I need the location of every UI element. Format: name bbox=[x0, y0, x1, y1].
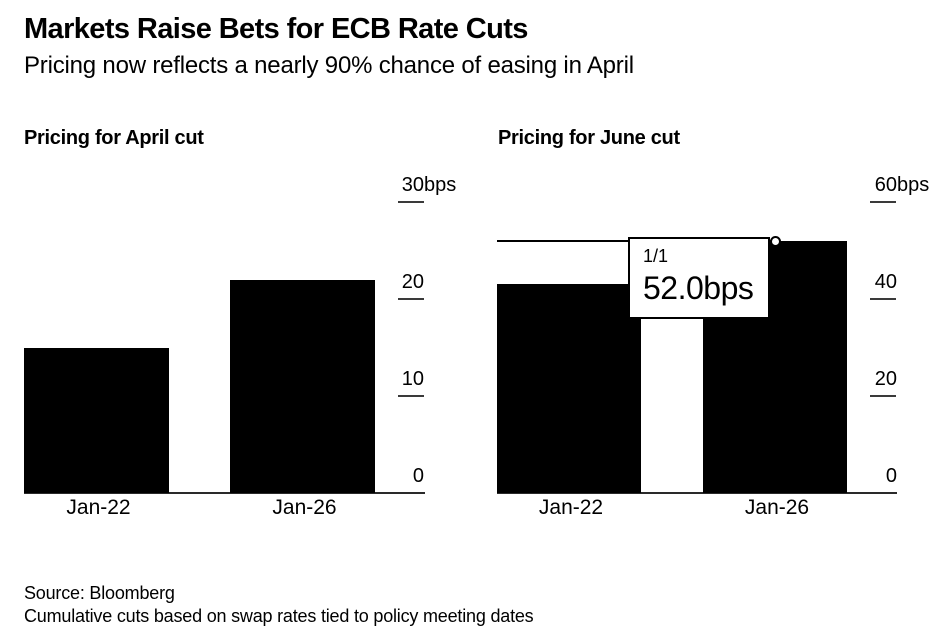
y-axis-tick bbox=[398, 395, 424, 397]
y-axis-tick bbox=[398, 201, 424, 203]
x-axis-line bbox=[24, 492, 425, 494]
data-tooltip: 1/1 52.0bps bbox=[628, 237, 770, 319]
april-chart-heading: Pricing for April cut bbox=[24, 127, 204, 149]
x-axis-label: Jan-26 bbox=[272, 496, 337, 519]
x-axis-label: Jan-22 bbox=[66, 496, 131, 519]
y-axis-tick bbox=[870, 395, 896, 397]
x-axis-line bbox=[497, 492, 897, 494]
june-chart-heading: Pricing for June cut bbox=[498, 127, 680, 149]
tooltip-series-label: 1/1 bbox=[643, 246, 669, 266]
methodology-note: Cumulative cuts based on swap rates tied… bbox=[24, 606, 534, 626]
footer: Source: Bloomberg Cumulative cuts based … bbox=[24, 582, 534, 628]
tooltip-value-label: 52.0bps bbox=[643, 269, 754, 306]
y-axis-tick bbox=[870, 298, 896, 300]
bar-jan-26[interactable] bbox=[230, 279, 375, 493]
data-point-marker bbox=[769, 235, 781, 247]
x-axis-label: Jan-22 bbox=[538, 496, 604, 519]
y-axis-tick bbox=[870, 201, 896, 203]
figure-title: Markets Raise Bets for ECB Rate Cuts bbox=[24, 13, 528, 45]
figure-subtitle: Pricing now reflects a nearly 90% chance… bbox=[24, 52, 634, 79]
x-axis-label: Jan-26 bbox=[744, 496, 810, 519]
bar-jan-22[interactable] bbox=[497, 284, 641, 493]
bar-jan-22[interactable] bbox=[24, 347, 169, 493]
source-note: Source: Bloomberg bbox=[24, 583, 175, 603]
y-axis-tick bbox=[398, 298, 424, 300]
